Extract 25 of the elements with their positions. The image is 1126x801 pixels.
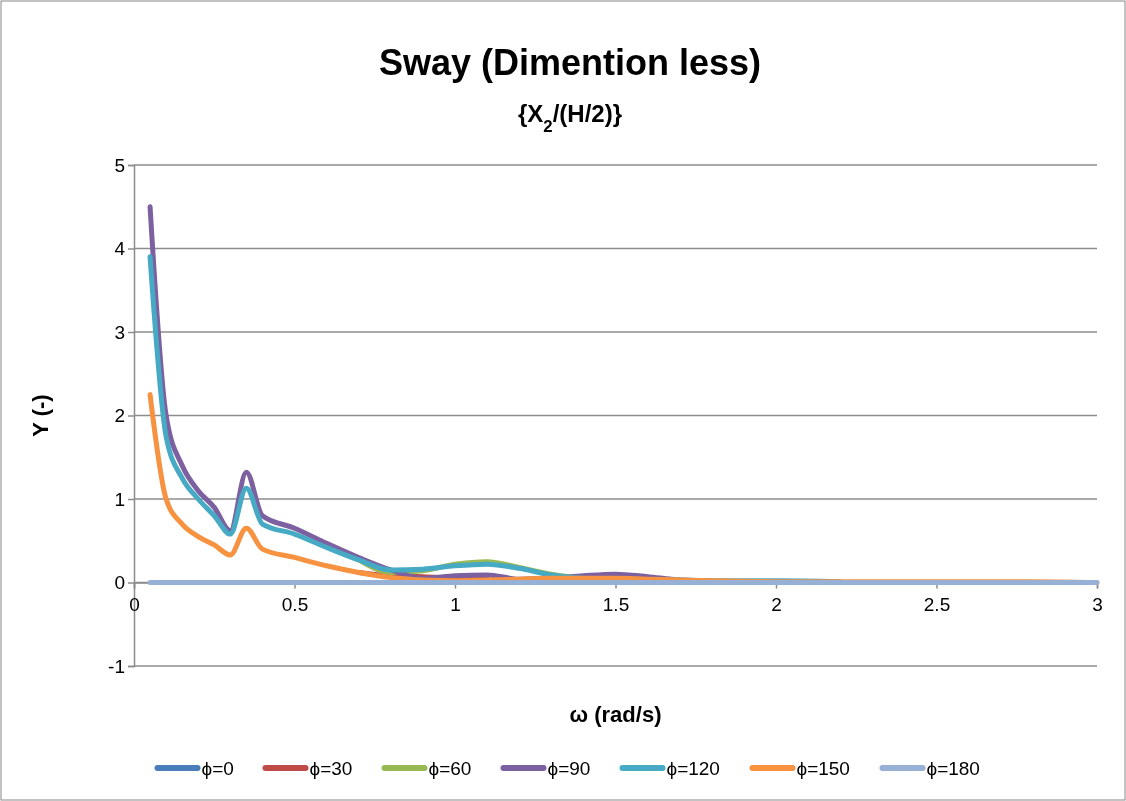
y-tick-label: 2 (114, 405, 125, 427)
legend-label: ϕ=90 (547, 757, 591, 779)
x-tick-label: 1 (450, 593, 461, 615)
y-axis-title: Y (-) (28, 394, 53, 437)
x-tick-label: 3 (1092, 593, 1103, 615)
x-axis-title: ω (rad/s) (569, 702, 662, 727)
y-tick-label: 3 (114, 321, 125, 343)
x-tick-label: 0 (129, 593, 140, 615)
legend-label: ϕ=150 (796, 757, 850, 779)
y-tick-label: 5 (114, 154, 125, 176)
legend-label: ϕ=0 (201, 757, 234, 779)
chart-title: Sway (Dimention less) (378, 42, 762, 83)
y-tick-label: -1 (108, 655, 125, 677)
x-tick-label: 1.5 (602, 593, 630, 615)
legend-label: ϕ=30 (309, 757, 353, 779)
y-tick-label: 1 (114, 488, 125, 510)
x-tick-label: 0.5 (281, 593, 309, 615)
legend-label: ϕ=60 (428, 757, 472, 779)
legend-label: ϕ=120 (666, 757, 720, 779)
y-tick-label: 4 (114, 238, 126, 260)
x-tick-label: 2 (771, 593, 782, 615)
y-tick-label: 0 (114, 572, 125, 594)
x-tick-label: 2.5 (923, 593, 951, 615)
chart-subtitle: {X$_{2}$/(H/2)} (517, 100, 623, 136)
legend-label: ϕ=180 (926, 757, 980, 779)
